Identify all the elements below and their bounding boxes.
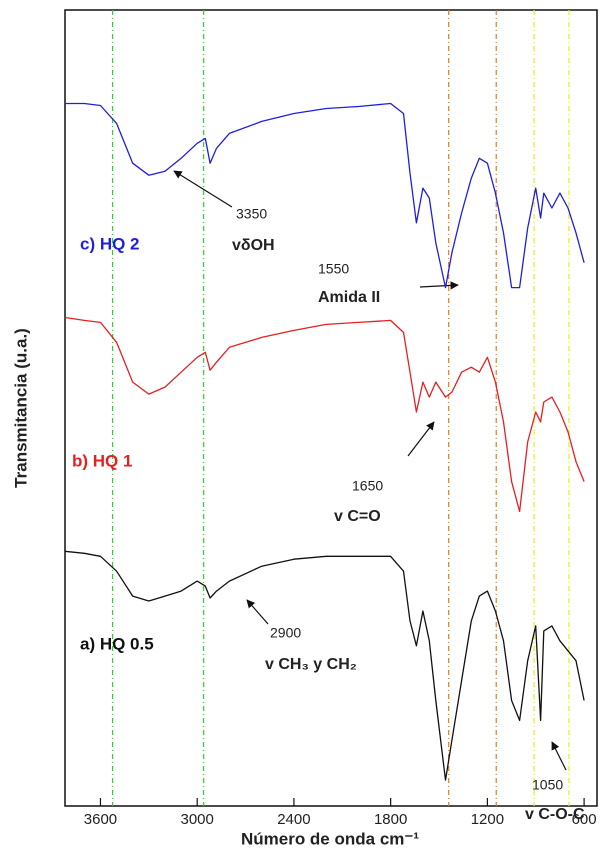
arrow bbox=[551, 741, 567, 771]
x-tick-label: 3000 bbox=[181, 811, 214, 828]
arrow bbox=[419, 281, 459, 290]
arrows bbox=[173, 170, 567, 771]
x-tick-label: 1800 bbox=[374, 811, 407, 828]
plot-frame bbox=[64, 9, 598, 807]
arrow bbox=[173, 170, 233, 208]
annotation-label: vδOH bbox=[232, 237, 275, 254]
x-tick-label: 600 bbox=[572, 811, 597, 828]
annotation-number: 1550 bbox=[318, 261, 349, 277]
x-tick-label: 3600 bbox=[84, 811, 117, 828]
series-line bbox=[64, 550, 585, 781]
series-line bbox=[64, 316, 585, 513]
series-label: a) HQ 0.5 bbox=[80, 634, 154, 653]
annotation-number: 1050 bbox=[532, 777, 563, 793]
annotation-label: v C=O bbox=[334, 508, 381, 525]
x-tick-label: 2400 bbox=[277, 811, 310, 828]
series-label: b) HQ 1 bbox=[72, 451, 132, 470]
series-line bbox=[65, 102, 585, 289]
x-axis-title: Número de onda cm⁻¹ bbox=[241, 829, 419, 848]
y-axis-title: Transmitancia (u.a.) bbox=[11, 328, 30, 488]
annotation-label: Amida II bbox=[318, 289, 380, 306]
arrow bbox=[246, 599, 269, 625]
arrow bbox=[407, 421, 435, 457]
annotation-number: 3350 bbox=[236, 206, 267, 222]
annotation-label: v C-O-C bbox=[525, 806, 585, 823]
annotation-number: 1650 bbox=[352, 478, 383, 494]
annotation-label: v CH₃ y CH₂ bbox=[265, 656, 357, 673]
annotation-number: 2900 bbox=[270, 625, 301, 641]
x-tick-label: 1200 bbox=[471, 811, 504, 828]
series-label: c) HQ 2 bbox=[80, 234, 140, 253]
